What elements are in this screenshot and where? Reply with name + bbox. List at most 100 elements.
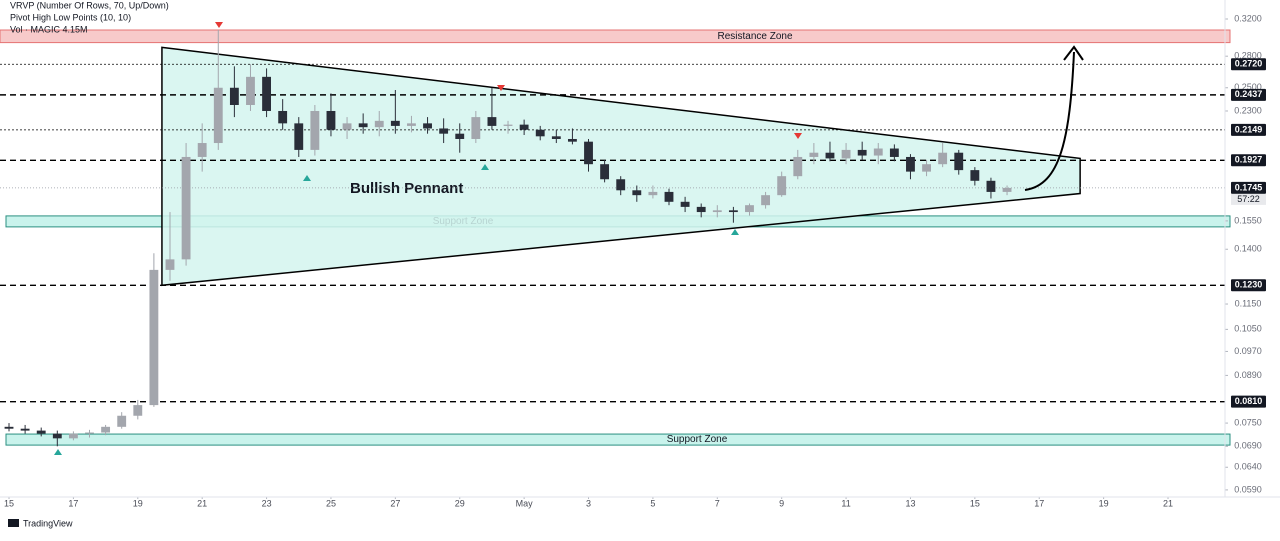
price-line-label: 0.1230 [1235,280,1263,290]
candle-body [712,210,722,213]
pivot-low [731,229,739,235]
candle-body [149,269,159,406]
brand-name: TradingView [23,518,73,528]
current-price-label: 0.1745 [1235,182,1263,192]
candle-body [664,191,674,202]
candle-body [423,123,432,129]
price-line-label-box [1231,279,1266,292]
candle-body [954,152,964,171]
candle-body [229,87,239,105]
candle-body [696,206,706,213]
indicator-label: Pivot High Low Points (10, 10) [10,12,131,22]
candle-body [181,156,191,260]
candle-body [117,415,127,427]
candle-body [584,141,593,165]
candle-body [503,124,513,126]
pivot-high [794,133,802,139]
candle-body [326,110,336,130]
x-tick-label: 27 [390,498,400,508]
candle-body [809,152,819,157]
candle-body [278,110,288,124]
candle-body [165,259,175,270]
y-tick-label: 0.2800 [1234,51,1262,61]
candle-body [648,191,658,196]
candle-body [535,129,545,137]
candle-body [551,136,561,139]
x-tick-label: 19 [1099,498,1109,508]
zone-label: Resistance Zone [717,31,792,42]
y-tick-label: 0.0750 [1234,417,1262,427]
price-line-label: 0.1927 [1235,155,1263,165]
candle-body [310,110,320,150]
candle-body [407,123,416,126]
indicator-label: VRVP (Number Of Rows, 70, Up/Down) [10,0,169,10]
y-tick-label: 0.1150 [1235,298,1262,308]
y-tick-label: 0.1050 [1234,324,1262,334]
candle-body [213,87,223,144]
candle-body [761,195,771,206]
x-tick-label: 3 [586,498,591,508]
x-tick-label: 19 [133,498,143,508]
candle-body [519,124,529,130]
candle-body [922,164,931,172]
candle-body [857,149,867,156]
x-tick-label: 23 [262,498,272,508]
pivot-high [215,22,223,28]
candle-body [616,179,626,191]
x-tick-label: 15 [970,498,980,508]
candle-body [455,133,465,139]
x-tick-label: 17 [68,498,78,508]
candle-body [841,149,851,159]
candle-body [938,152,948,165]
candle-body [793,156,803,177]
brand-logo [8,519,19,527]
pennant [161,46,1081,287]
pivot-low [303,175,311,181]
countdown-box [1231,193,1266,205]
price-line-label: 0.2437 [1235,89,1263,99]
x-tick-label: 25 [326,498,336,508]
candle-body [600,164,610,180]
candle-body [873,148,883,156]
candle-body [52,433,62,439]
price-line-label: 0.2149 [1235,124,1263,134]
indicator-label: Vol · MAGIC 4.15M [10,24,88,34]
zone [0,29,1231,44]
price-line-label-box [1231,123,1266,136]
y-tick-label: 0.0890 [1234,370,1262,380]
arrow-head [1063,45,1084,61]
x-tick-label: 29 [455,498,465,508]
x-tick-label: 7 [715,498,720,508]
pivot-low [54,449,62,455]
candle-body [68,433,78,439]
candle-body [889,148,899,157]
zone [5,433,1231,446]
candle-body [133,405,143,416]
x-tick-label: 21 [197,498,207,508]
candle-body [358,123,368,128]
candle-body [970,170,980,181]
y-tick-label: 0.3200 [1234,13,1262,23]
candle-body [825,152,835,159]
y-tick-label: 0.1550 [1234,215,1262,225]
candle-body [374,120,384,128]
breakout-arrow [1024,51,1075,191]
candle-body [745,205,754,213]
candle-body [728,210,738,213]
x-tick-label: 5 [650,498,655,508]
x-tick-label: May [516,498,534,508]
candle-body [4,426,14,429]
price-line-label-box [1231,395,1266,408]
price-line-label-box [1231,154,1266,167]
x-tick-label: 9 [779,498,784,508]
candle-body [20,428,30,431]
candle-body [1002,187,1012,192]
zone-label: Support Zone [667,434,728,445]
candle-body [85,432,94,434]
candle-body [101,426,111,433]
candle-body [390,120,400,126]
pivot-low [481,164,489,170]
y-tick-label: 0.1400 [1234,244,1262,254]
